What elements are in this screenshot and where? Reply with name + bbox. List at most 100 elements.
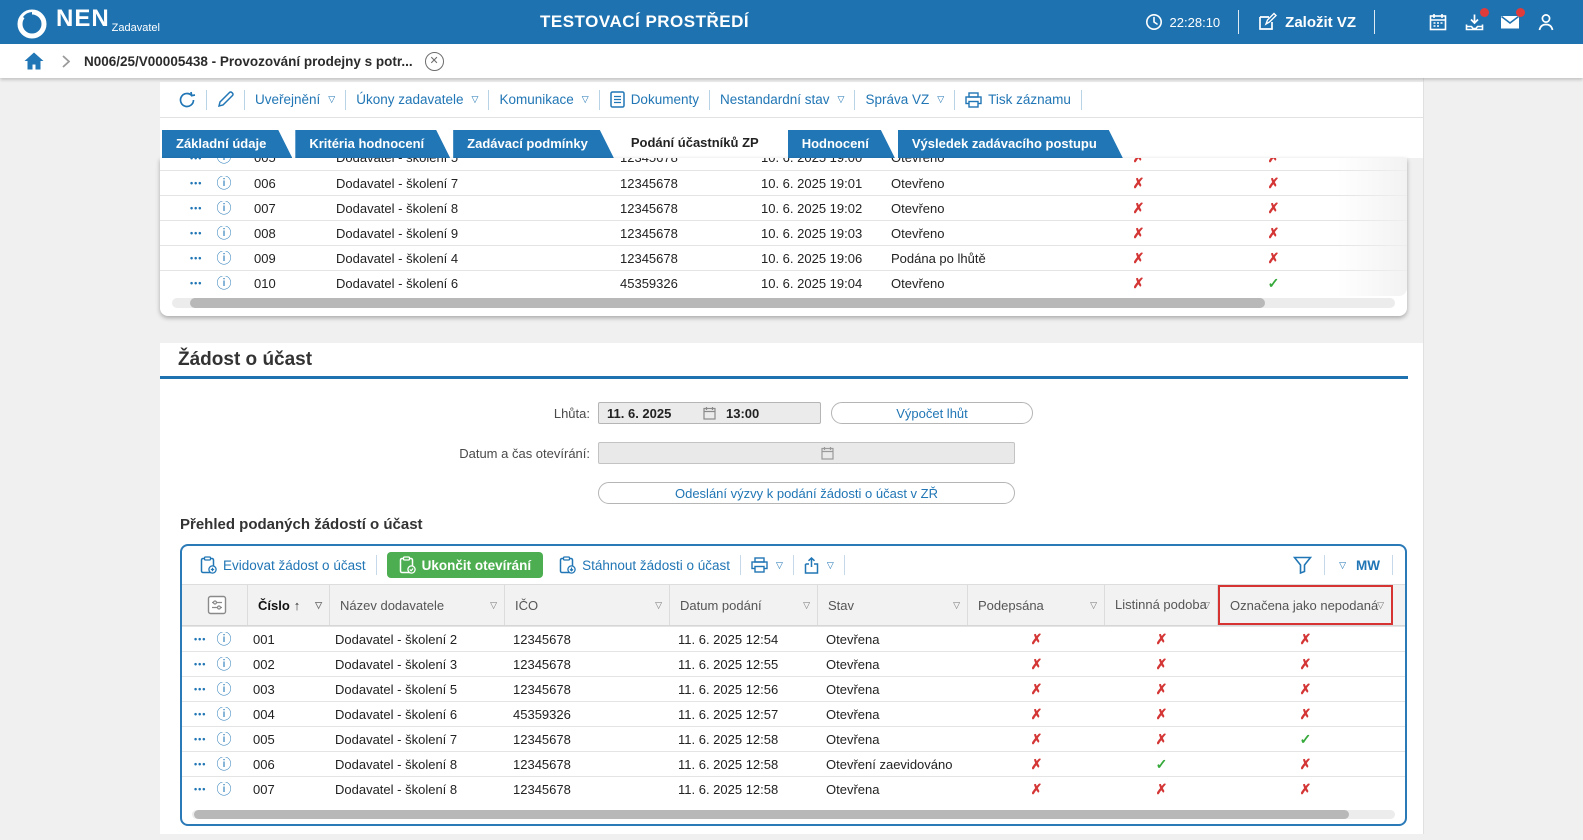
refresh-button[interactable]: [168, 91, 206, 109]
info-icon[interactable]: ⓘ: [216, 681, 232, 697]
info-icon[interactable]: ⓘ: [216, 731, 232, 747]
info-icon[interactable]: ⓘ: [216, 631, 232, 647]
info-icon[interactable]: ⓘ: [216, 706, 232, 722]
send-invitation-button[interactable]: Odeslání výzvy k podání žádosti o účast …: [598, 482, 1015, 504]
row-menu-icon[interactable]: •••: [194, 784, 207, 794]
info-icon[interactable]: ⓘ: [216, 756, 232, 772]
row-menu-icon[interactable]: •••: [194, 759, 207, 769]
calendar-icon[interactable]: [821, 446, 834, 460]
filter-caret-icon[interactable]: ▽: [953, 599, 960, 610]
horizontal-scrollbar[interactable]: [192, 810, 1395, 819]
toolbar-documents[interactable]: Dokumenty: [600, 91, 709, 108]
calendar-icon[interactable]: [703, 406, 716, 420]
row-menu-icon[interactable]: •••: [190, 178, 203, 188]
user-icon[interactable]: [1535, 11, 1557, 33]
table-row[interactable]: ••• ⓘ 005 Dodavatel - školení 7 12345678…: [182, 726, 1405, 751]
table-row[interactable]: ••• ⓘ 006 Dodavatel - školení 7 12345678…: [160, 170, 1407, 195]
table-row[interactable]: ••• ⓘ 005 Dodavatel - školení 5 12345678…: [160, 158, 1407, 170]
close-tab-icon[interactable]: ✕: [424, 51, 444, 71]
table-row[interactable]: ••• ⓘ 004 Dodavatel - školení 6 45359326…: [182, 701, 1405, 726]
deadline-date-value[interactable]: 11. 6. 2025: [607, 405, 672, 421]
column-settings-button[interactable]: [182, 585, 248, 625]
column-header-listinna[interactable]: Listinná podoba ▽: [1105, 585, 1218, 625]
column-header-nazev[interactable]: Název dodavatele ▽: [330, 585, 505, 625]
toolbar-publish[interactable]: Uveřejnění ▽: [245, 92, 345, 107]
row-menu-icon[interactable]: •••: [194, 659, 207, 669]
filter-caret-icon[interactable]: ▽: [803, 599, 810, 610]
toolbar-contractor-actions[interactable]: Úkony zadavatele ▽: [346, 92, 488, 107]
edit-record-button[interactable]: [207, 91, 244, 108]
filter-caret-icon[interactable]: ▽: [1377, 599, 1384, 610]
opening-input[interactable]: [598, 442, 1015, 464]
column-header-oznacena[interactable]: Označena jako nepodaná ▽: [1218, 585, 1393, 625]
finish-opening-button[interactable]: Ukončit otevírání: [386, 552, 544, 578]
table-row[interactable]: ••• ⓘ 007 Dodavatel - školení 8 12345678…: [160, 195, 1407, 220]
table-row[interactable]: ••• ⓘ 008 Dodavatel - školení 9 12345678…: [160, 220, 1407, 245]
tab-vysledek[interactable]: Výsledek zadávacího postupu: [898, 130, 1123, 158]
filter-caret-icon[interactable]: ▽: [490, 599, 497, 610]
filter-caret-icon[interactable]: ▽: [1203, 599, 1210, 610]
row-menu-icon[interactable]: •••: [190, 253, 203, 263]
table-row[interactable]: ••• ⓘ 009 Dodavatel - školení 4 12345678…: [160, 245, 1407, 270]
calc-deadlines-button[interactable]: Výpočet lhůt: [831, 402, 1033, 424]
tab-podani-ucastniku[interactable]: Podání účastníků ZP: [617, 127, 785, 158]
chevron-down-icon[interactable]: ▽: [1339, 559, 1346, 570]
brand[interactable]: NEN Zadavatel: [16, 4, 160, 40]
scrollbar-thumb[interactable]: [190, 298, 1265, 308]
tab-zadavaci-podminky[interactable]: Zadávací podmínky: [453, 130, 614, 158]
row-menu-icon[interactable]: •••: [194, 734, 207, 744]
column-header-podepsana[interactable]: Podepsána ▽: [968, 585, 1105, 625]
calendar-icon[interactable]: [1427, 11, 1449, 33]
row-menu-icon[interactable]: •••: [194, 709, 207, 719]
menu-icon[interactable]: [1393, 11, 1413, 33]
table-row[interactable]: ••• ⓘ 010 Dodavatel - školení 6 45359326…: [160, 270, 1407, 295]
table-row[interactable]: ••• ⓘ 007 Dodavatel - školení 8 12345678…: [182, 776, 1405, 801]
print-menu-button[interactable]: ▽: [743, 557, 791, 573]
info-icon[interactable]: ⓘ: [216, 225, 232, 241]
filter-icon[interactable]: [1293, 556, 1313, 574]
tab-zakladni-udaje[interactable]: Základní údaje: [162, 130, 292, 158]
export-menu-button[interactable]: ▽: [796, 556, 842, 574]
deadline-time-value[interactable]: 13:00: [726, 405, 760, 421]
mail-icon[interactable]: [1499, 8, 1525, 33]
info-icon[interactable]: ⓘ: [216, 656, 232, 672]
deadline-input[interactable]: 11. 6. 2025 13:00: [598, 402, 821, 424]
register-request-button[interactable]: Evidovat žádost o účast: [192, 556, 374, 574]
toolbar-communication[interactable]: Komunikace ▽: [489, 92, 598, 107]
row-menu-icon[interactable]: •••: [190, 278, 203, 288]
inbox-icon[interactable]: [1463, 8, 1489, 33]
filter-caret-icon[interactable]: ▽: [315, 599, 322, 610]
filter-caret-icon[interactable]: ▽: [1090, 599, 1097, 610]
column-header-datum[interactable]: Datum podání ▽: [670, 585, 818, 625]
column-header-ico[interactable]: IČO ▽: [505, 585, 670, 625]
home-icon[interactable]: [24, 52, 44, 70]
info-icon[interactable]: ⓘ: [216, 158, 231, 165]
row-menu-icon[interactable]: •••: [190, 203, 203, 213]
table-row[interactable]: ••• ⓘ 006 Dodavatel - školení 8 12345678…: [182, 751, 1405, 776]
scrollbar-thumb[interactable]: [194, 810, 1349, 819]
tab-hodnoceni[interactable]: Hodnocení: [788, 130, 895, 158]
download-requests-button[interactable]: Stáhnout žádosti o účast: [551, 556, 738, 574]
info-icon[interactable]: ⓘ: [216, 275, 232, 291]
horizontal-scrollbar[interactable]: [172, 298, 1395, 308]
column-header-stav[interactable]: Stav ▽: [818, 585, 968, 625]
info-icon[interactable]: ⓘ: [216, 781, 232, 797]
toolbar-print[interactable]: Tisk záznamu: [955, 91, 1081, 108]
table-row[interactable]: ••• ⓘ 002 Dodavatel - školení 3 12345678…: [182, 651, 1405, 676]
row-menu-icon[interactable]: •••: [190, 228, 203, 238]
tab-kriteria-hodnoceni[interactable]: Kritéria hodnocení: [295, 130, 450, 158]
toolbar-admin[interactable]: Správa VZ ▽: [855, 92, 954, 107]
breadcrumb-item[interactable]: N006/25/V00005438 - Provozování prodejny…: [84, 53, 413, 69]
user-view-button[interactable]: MW: [1356, 557, 1380, 573]
table-row[interactable]: ••• ⓘ 001 Dodavatel - školení 2 12345678…: [182, 626, 1405, 651]
info-icon[interactable]: ⓘ: [216, 200, 232, 216]
row-menu-icon[interactable]: •••: [194, 684, 207, 694]
column-header-cislo[interactable]: Číslo ↑ ▽: [248, 585, 330, 625]
create-vz-button[interactable]: Založit VZ: [1257, 12, 1356, 32]
row-menu-icon[interactable]: •••: [194, 634, 207, 644]
info-icon[interactable]: ⓘ: [216, 250, 232, 266]
filter-caret-icon[interactable]: ▽: [655, 599, 662, 610]
row-menu-icon[interactable]: •••: [190, 158, 202, 163]
table-row[interactable]: ••• ⓘ 003 Dodavatel - školení 5 12345678…: [182, 676, 1405, 701]
toolbar-nonstandard[interactable]: Nestandardní stav ▽: [710, 92, 854, 107]
